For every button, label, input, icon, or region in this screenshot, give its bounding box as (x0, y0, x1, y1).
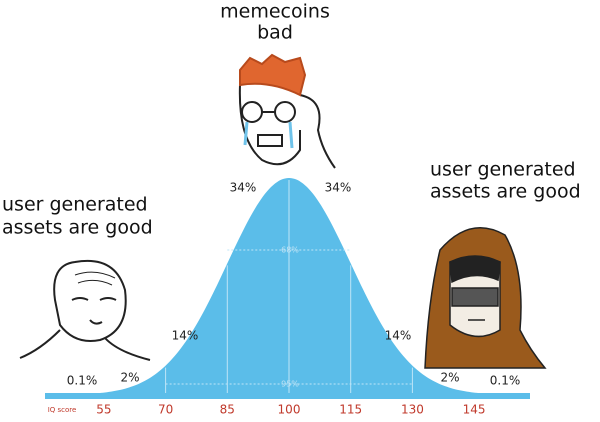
region-label: 2% (440, 371, 459, 385)
right-face (424, 227, 547, 369)
region-label: 0.1% (490, 374, 521, 388)
bell-curve (45, 178, 530, 395)
region-label: 34% (325, 181, 352, 195)
band-label: 68% (281, 246, 299, 255)
tick-label: 115 (339, 403, 362, 417)
tick-label: 130 (401, 403, 424, 417)
region-label: 34% (230, 181, 257, 195)
tick-label: 55 (96, 403, 111, 417)
region-label: 14% (385, 329, 412, 343)
region-label: 14% (172, 329, 199, 343)
band-label: 95% (281, 380, 299, 389)
tick-label: 145 (463, 403, 486, 417)
tick-label: 100 (278, 403, 301, 417)
top-face (238, 53, 336, 169)
axis-label: IQ score (48, 406, 77, 414)
caption-line: bad (257, 22, 293, 44)
caption-line: assets are good (2, 217, 153, 239)
caption-line: user generated (2, 194, 148, 216)
region-label: 0.1% (67, 374, 98, 388)
caption-line: memecoins (220, 1, 330, 23)
left-face (19, 259, 151, 361)
bell-curve-group (45, 178, 530, 399)
caption-line: assets are good (430, 181, 581, 203)
caption-line: user generated (430, 159, 576, 181)
tick-label: 70 (158, 403, 173, 417)
baseline (45, 393, 530, 399)
tick-label: 85 (220, 403, 235, 417)
region-label: 2% (120, 371, 139, 385)
